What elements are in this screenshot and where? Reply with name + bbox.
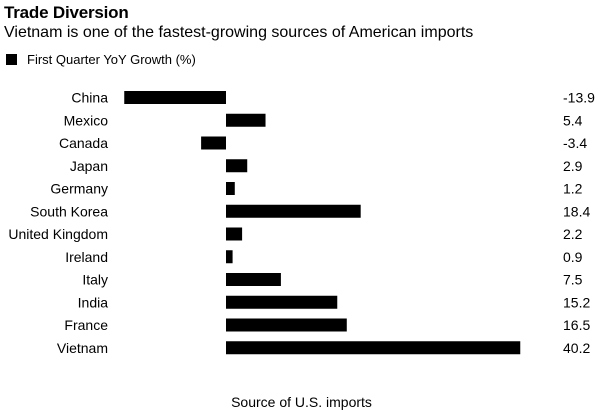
bar bbox=[201, 136, 226, 150]
category-label: France bbox=[64, 317, 108, 333]
value-label: 40.2 bbox=[563, 340, 590, 356]
category-label: Ireland bbox=[65, 249, 108, 265]
bar bbox=[226, 318, 347, 332]
bar bbox=[226, 273, 281, 286]
bar bbox=[226, 159, 248, 173]
value-label: 15.2 bbox=[563, 294, 590, 310]
bar bbox=[226, 341, 521, 355]
bar bbox=[226, 204, 361, 218]
value-label: 0.9 bbox=[563, 249, 583, 265]
chart-footer: Source of U.S. imports bbox=[231, 394, 372, 410]
value-label: 2.2 bbox=[563, 226, 583, 242]
value-label: -3.4 bbox=[563, 135, 587, 151]
category-label: Italy bbox=[82, 272, 108, 288]
category-label: Mexico bbox=[64, 112, 109, 128]
legend-label: First Quarter YoY Growth (%) bbox=[27, 52, 196, 67]
category-label: Japan bbox=[70, 158, 108, 174]
category-label: United Kingdom bbox=[8, 226, 108, 242]
category-label: Germany bbox=[50, 181, 108, 197]
chart-title: Trade Diversion bbox=[4, 3, 129, 22]
value-label: 5.4 bbox=[563, 112, 583, 128]
bar bbox=[226, 295, 338, 309]
bar bbox=[226, 182, 235, 195]
legend: First Quarter YoY Growth (%) bbox=[6, 52, 196, 67]
value-label: 1.2 bbox=[563, 181, 583, 197]
value-label: 18.4 bbox=[563, 203, 590, 219]
bar bbox=[226, 250, 233, 264]
bar bbox=[226, 227, 243, 241]
bar bbox=[124, 91, 226, 104]
category-label: India bbox=[78, 294, 109, 310]
value-label: 2.9 bbox=[563, 158, 583, 174]
category-label: Vietnam bbox=[57, 340, 108, 356]
bar bbox=[226, 113, 266, 127]
category-label: South Korea bbox=[30, 203, 108, 219]
category-label: China bbox=[71, 90, 108, 106]
category-label: Canada bbox=[59, 135, 108, 151]
value-label: 16.5 bbox=[563, 317, 590, 333]
value-label: 7.5 bbox=[563, 272, 583, 288]
value-label: -13.9 bbox=[563, 90, 595, 106]
chart-subtitle: Vietnam is one of the fastest-growing so… bbox=[4, 24, 474, 41]
legend-swatch bbox=[6, 54, 17, 65]
